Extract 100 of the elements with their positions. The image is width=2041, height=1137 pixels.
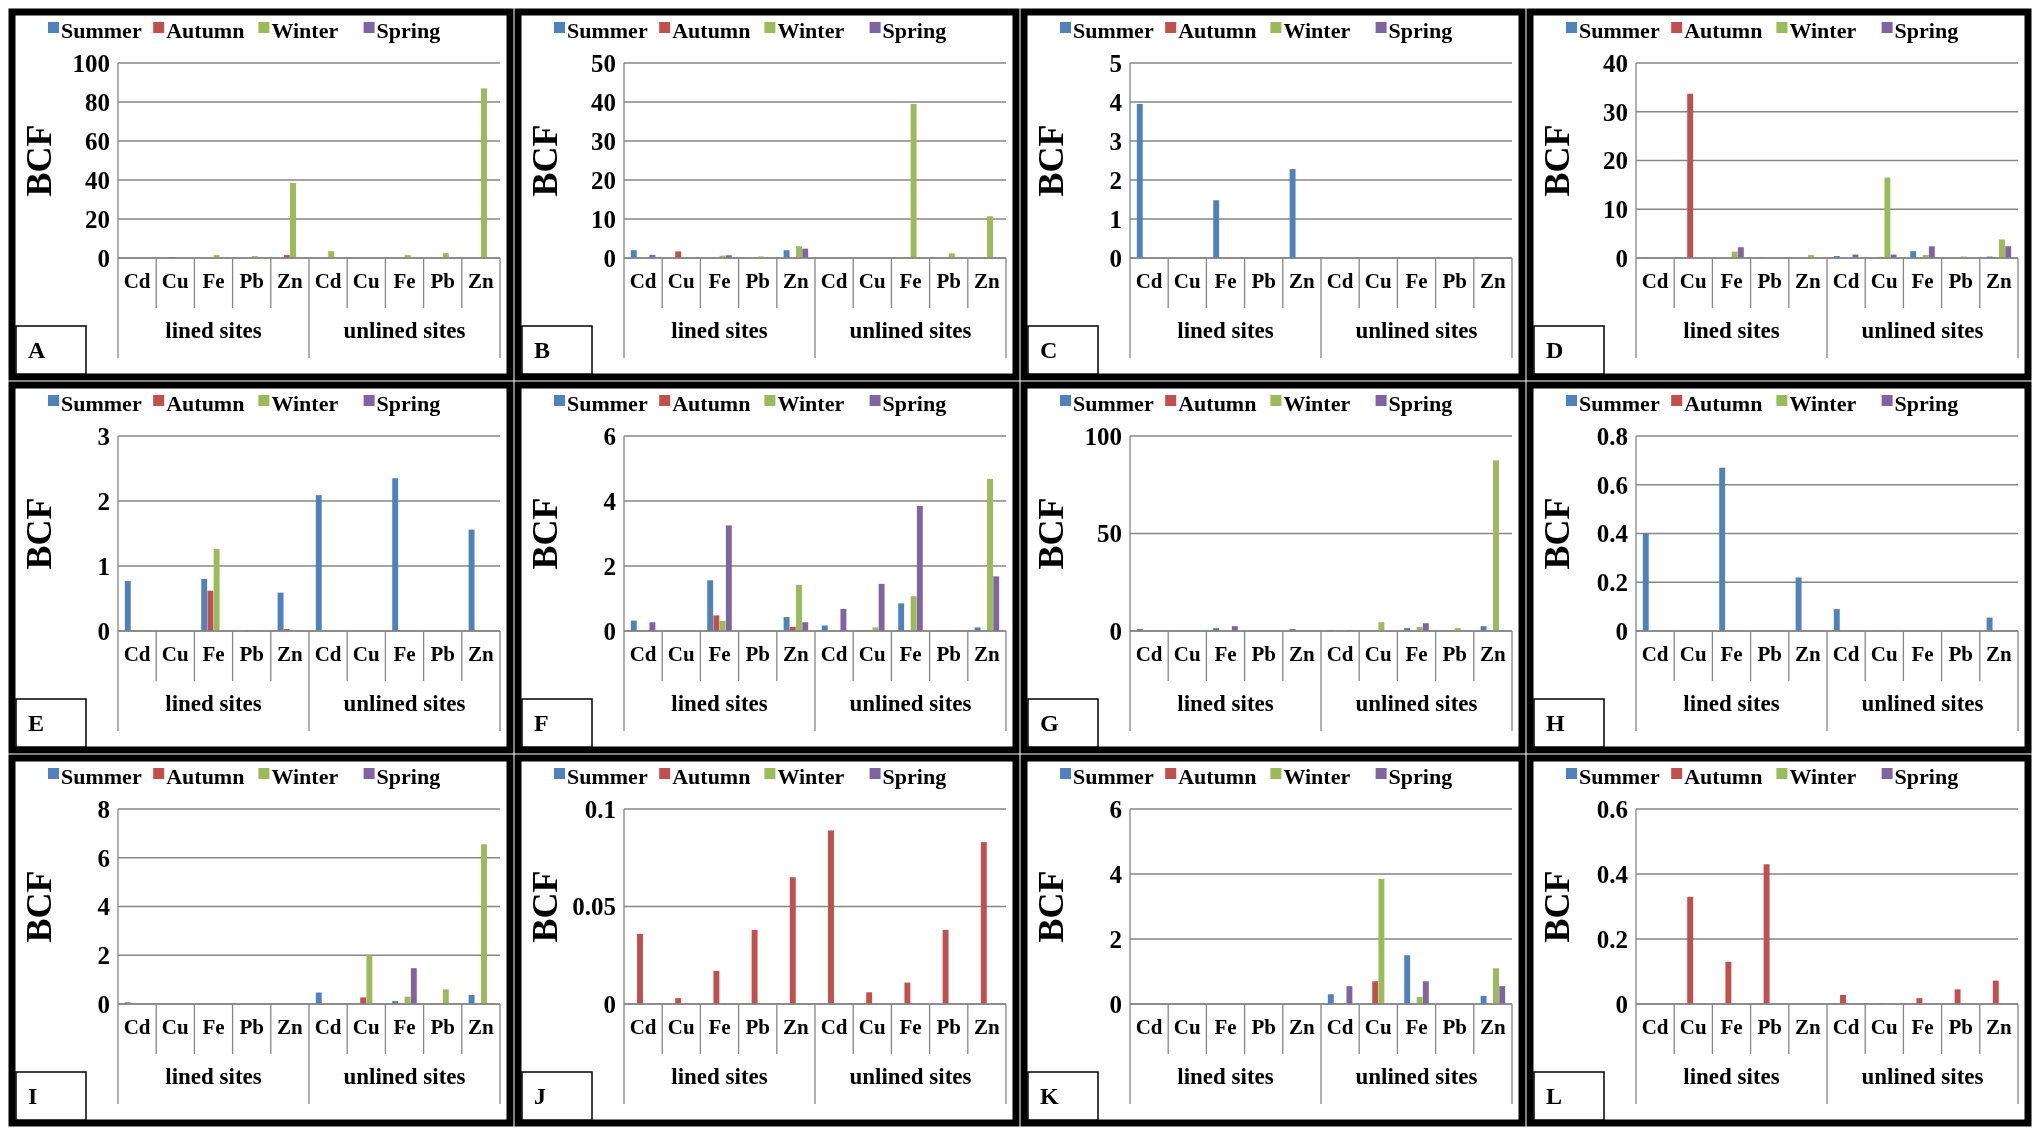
y-tick-label: 5 [1109,49,1122,77]
y-axis-title: BCF [1536,497,1577,570]
text: I [28,1083,38,1109]
y-tick-label: 4 [1109,860,1123,888]
y-tick-label: 0 [1109,990,1122,1018]
legend-label: Summer [567,18,648,43]
x-tick-label: Pb [1251,269,1276,293]
y-axis-title: BCF [1030,124,1071,197]
x-tick-label: Cd [123,642,151,666]
x-tick-label: Pb [430,269,455,293]
y-tick-label: 2 [1109,925,1122,953]
y-tick-label: 10 [591,205,616,233]
legend-label: Autumn [166,391,245,416]
text: unlined sites [1861,691,1984,716]
text: unlined sites [343,691,466,716]
y-tick-label: 30 [1603,98,1628,126]
y-tick-label: 2 [97,487,110,515]
legend-label: Summer [61,391,142,416]
x-tick-label: Zn [1795,269,1822,293]
y-tick-label: 40 [1603,49,1628,77]
x-tick-label: Cd [820,642,848,666]
x-tick-label: Pb [239,1015,264,1039]
x-tick-label: Zn [468,642,495,666]
x-tick-label: Zn [1986,642,2013,666]
x-tick-label: Cu [161,1015,190,1039]
x-tick-label: Cd [123,269,151,293]
x-tick-label: Pb [1948,269,1973,293]
x-tick-label: Cd [123,1015,151,1039]
y-tick-label: 0.6 [1596,471,1628,499]
x-tick-label: Cd [820,1015,848,1039]
x-tick-label: Pb [745,1015,770,1039]
x-tick-label: Zn [783,642,810,666]
x-tick-label: Pb [1757,642,1782,666]
x-tick-label: Fe [1911,1015,1934,1039]
y-tick-label: 3 [97,422,110,450]
y-axis-title: BCF [18,124,59,197]
text: unlined sites [849,1064,972,1089]
text: lined sites [1177,318,1274,343]
legend-label: Spring [1388,18,1453,43]
x-tick-label: Pb [1251,642,1276,666]
x-tick-label: Pb [1251,1015,1276,1039]
x-tick-label: Zn [1289,1015,1316,1039]
legend-label: Summer [567,764,648,789]
text: unlined sites [849,691,972,716]
x-tick-label: Fe [393,642,416,666]
y-tick-label: 0 [1615,617,1628,645]
y-tick-label: 6 [603,422,616,450]
legend-label: Autumn [1684,764,1763,789]
x-tick-label: Cu [1173,269,1202,293]
y-tick-label: 80 [85,88,110,116]
y-tick-label: 50 [591,49,616,77]
x-tick-label: Cu [667,642,696,666]
x-tick-label: Cu [667,269,696,293]
text: L [1546,1083,1563,1109]
x-tick-label: Fe [1911,642,1934,666]
legend-label: Winter [1789,764,1857,789]
y-axis-title: BCF [1536,870,1577,943]
y-tick-label: 6 [1109,795,1122,823]
x-tick-label: Zn [1289,642,1316,666]
x-tick-label: Pb [430,642,455,666]
y-tick-label: 0 [97,244,110,272]
text: G [1040,710,1059,736]
y-tick-label: 0 [603,617,616,645]
x-tick-label: Cu [1870,269,1899,293]
y-tick-label: 3 [1109,127,1122,155]
y-tick-label: 0 [603,244,616,272]
y-tick-label: 4 [603,487,617,515]
y-axis-title: BCF [18,497,59,570]
y-tick-label: 2 [97,942,110,969]
legend-label: Winter [271,764,339,789]
x-tick-label: Fe [1720,269,1743,293]
x-tick-label: Pb [936,642,961,666]
x-tick-label: Cu [1870,1015,1899,1039]
text: unlined sites [849,318,972,343]
x-tick-label: Cd [314,269,342,293]
x-tick-label: Pb [936,1015,961,1039]
x-tick-label: Fe [393,1015,416,1039]
x-tick-label: Zn [1480,1015,1507,1039]
x-tick-label: Cd [314,642,342,666]
y-tick-label: 0 [603,990,616,1018]
x-tick-label: Zn [468,1015,495,1039]
x-tick-label: Cu [1679,1015,1708,1039]
x-tick-label: Pb [1442,269,1467,293]
x-tick-label: Cd [629,1015,657,1039]
text: F [534,710,549,736]
x-tick-label: Pb [1757,1015,1782,1039]
x-tick-label: Zn [974,269,1001,293]
y-tick-label: 20 [591,166,616,194]
x-tick-label: Pb [1948,1015,1973,1039]
y-tick-label: 2 [1109,166,1122,194]
y-tick-label: 1 [97,552,110,580]
x-tick-label: Cu [352,1015,381,1039]
legend-label: Spring [1894,764,1959,789]
legend-label: Spring [376,391,441,416]
x-tick-label: Pb [1442,1015,1467,1039]
x-tick-label: Zn [277,1015,304,1039]
text: J [534,1083,546,1109]
y-tick-label: 50 [1097,520,1122,548]
x-tick-label: Fe [202,642,225,666]
y-axis-title: BCF [1030,497,1071,570]
